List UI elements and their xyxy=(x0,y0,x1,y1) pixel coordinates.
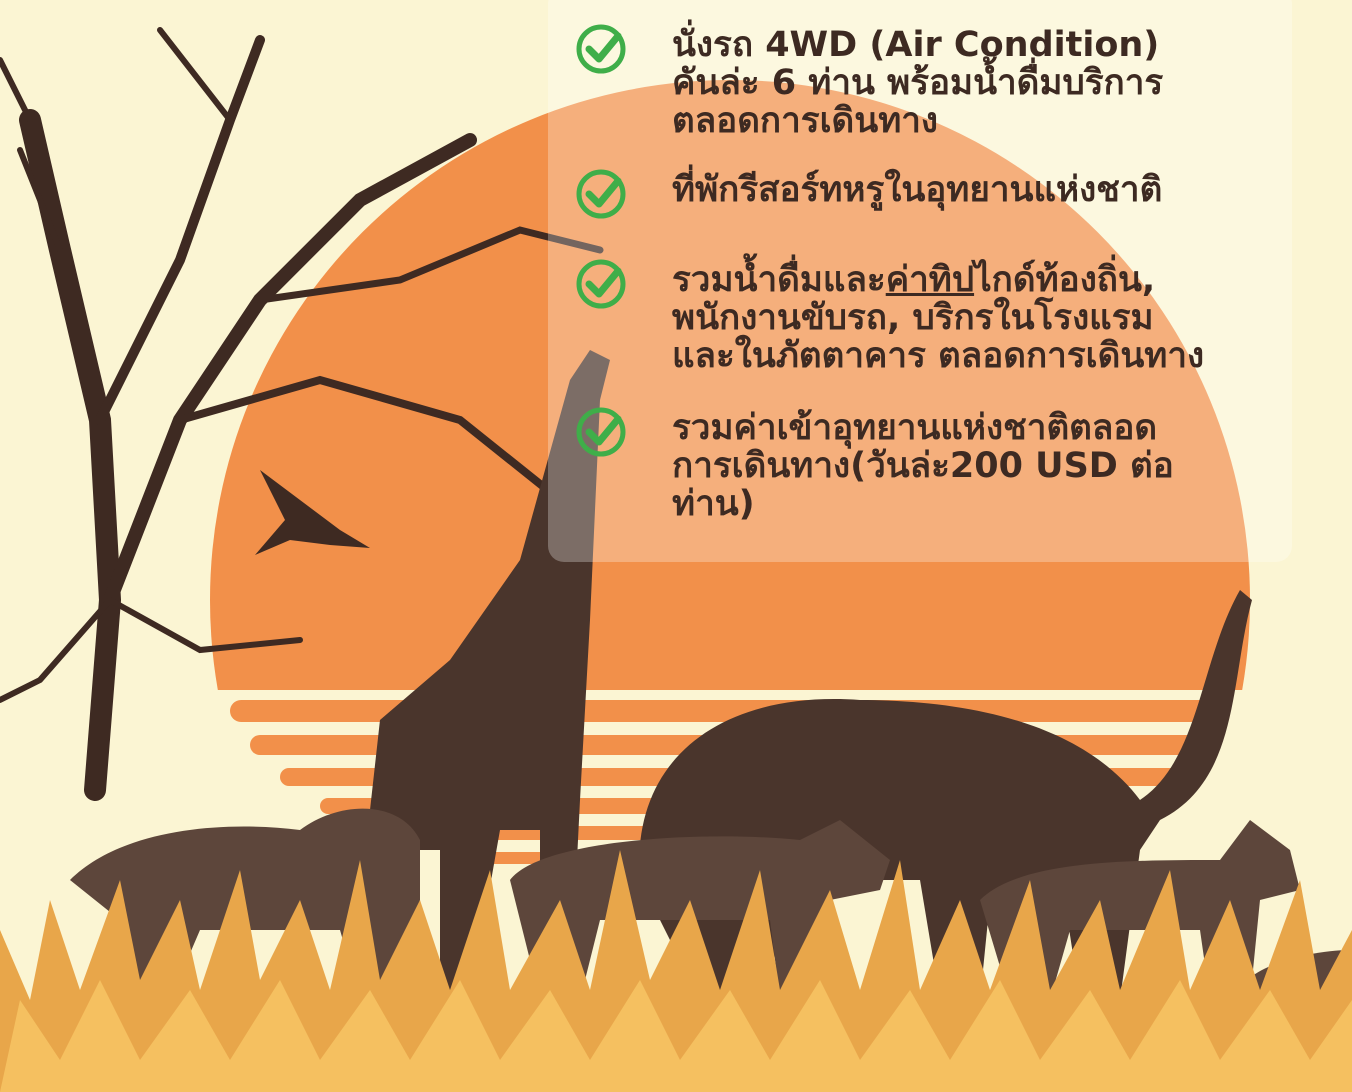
item-line: นั่งรถ 4WD (Air Condition) xyxy=(672,26,1163,64)
item-text: และในภัตตาคาร ตลอดการเดินทาง xyxy=(672,336,1204,376)
item-line: รวมค่าเข้าอุทยานแห่งชาติตลอด xyxy=(672,409,1174,447)
item-text: ท่าน) xyxy=(672,484,755,524)
check-icon xyxy=(574,22,628,76)
item-line: รวมน้ำดื่มและค่าทิปไกด์ท้องถิ่น, xyxy=(672,261,1204,299)
page: นั่งรถ 4WD (Air Condition)คันล่ะ 6 ท่าน … xyxy=(0,0,1352,1092)
item-text: การเดินทาง(วันล่ะ200 USD ต่อ xyxy=(672,446,1174,486)
list-item: ที่พักรีสอร์ทหรูในอุทยานแห่งชาติ xyxy=(672,171,1162,209)
list-item: รวมค่าเข้าอุทยานแห่งชาติตลอดการเดินทาง(ว… xyxy=(672,409,1174,523)
item-text: รวมค่าเข้าอุทยานแห่งชาติตลอด xyxy=(672,408,1157,448)
item-line: ท่าน) xyxy=(672,485,1174,523)
item-text: คันล่ะ 6 ท่าน พร้อมน้ำดื่มบริการ xyxy=(672,63,1163,103)
item-text: ตลอดการเดินทาง xyxy=(672,101,938,141)
check-icon xyxy=(574,405,628,459)
item-line: ที่พักรีสอร์ทหรูในอุทยานแห่งชาติ xyxy=(672,171,1162,209)
item-text: พนักงานขับรถ, บริกรในโรงแรม xyxy=(672,298,1154,338)
item-line: พนักงานขับรถ, บริกรในโรงแรม xyxy=(672,299,1204,337)
item-line: คันล่ะ 6 ท่าน พร้อมน้ำดื่มบริการ xyxy=(672,64,1163,102)
check-icon xyxy=(574,257,628,311)
item-text: ค่าทิป xyxy=(886,260,974,300)
item-text: รวมน้ำดื่มและ xyxy=(672,260,886,300)
item-line: และในภัตตาคาร ตลอดการเดินทาง xyxy=(672,337,1204,375)
check-icon xyxy=(574,167,628,221)
list-item: รวมน้ำดื่มและค่าทิปไกด์ท้องถิ่น,พนักงานข… xyxy=(672,261,1204,375)
item-line: การเดินทาง(วันล่ะ200 USD ต่อ xyxy=(672,447,1174,485)
list-item: นั่งรถ 4WD (Air Condition)คันล่ะ 6 ท่าน … xyxy=(672,26,1163,140)
item-text: ที่พักรีสอร์ทหรูในอุทยานแห่งชาติ xyxy=(672,170,1162,210)
item-text: ไกด์ท้องถิ่น, xyxy=(974,260,1155,300)
item-line: ตลอดการเดินทาง xyxy=(672,102,1163,140)
item-text: นั่งรถ 4WD (Air Condition) xyxy=(672,25,1159,65)
